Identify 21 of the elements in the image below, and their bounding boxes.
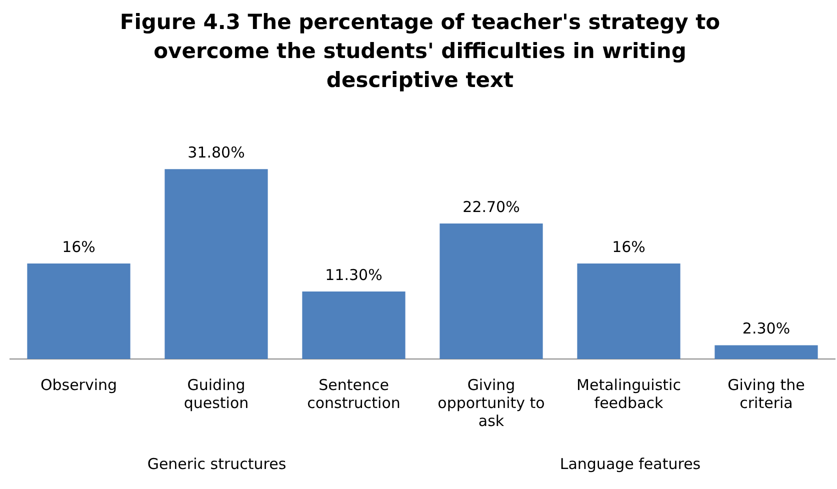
- x-tick-label: Sentence construction: [307, 376, 400, 412]
- data-label: 2.30%: [742, 320, 790, 338]
- bar: [27, 263, 130, 359]
- data-label: 16%: [62, 238, 96, 256]
- x-tick-label: Guiding question: [184, 376, 249, 412]
- data-label: 11.30%: [325, 266, 382, 284]
- bar: [164, 169, 268, 359]
- data-label: 31.80%: [188, 144, 245, 162]
- data-label: 22.70%: [462, 198, 520, 216]
- x-tick-label: Observing: [40, 376, 118, 394]
- text: Language features: [558, 455, 702, 473]
- x-tick-label: Metalinguistic feedback: [576, 376, 681, 412]
- bar: [714, 345, 818, 359]
- chart-title: Figure 4.3 The percentage of teacher's strategy to overcome the students' difficulties in writing descriptive text: [118, 9, 722, 94]
- text: Generic structures: [146, 455, 288, 473]
- x-tick-label: Giving opportunity to ask: [438, 376, 545, 430]
- bar: [577, 263, 680, 359]
- bar: [440, 223, 543, 359]
- data-label: 16%: [612, 238, 646, 256]
- bar: [302, 292, 406, 359]
- x-tick-label: Giving the criteria: [728, 376, 805, 412]
